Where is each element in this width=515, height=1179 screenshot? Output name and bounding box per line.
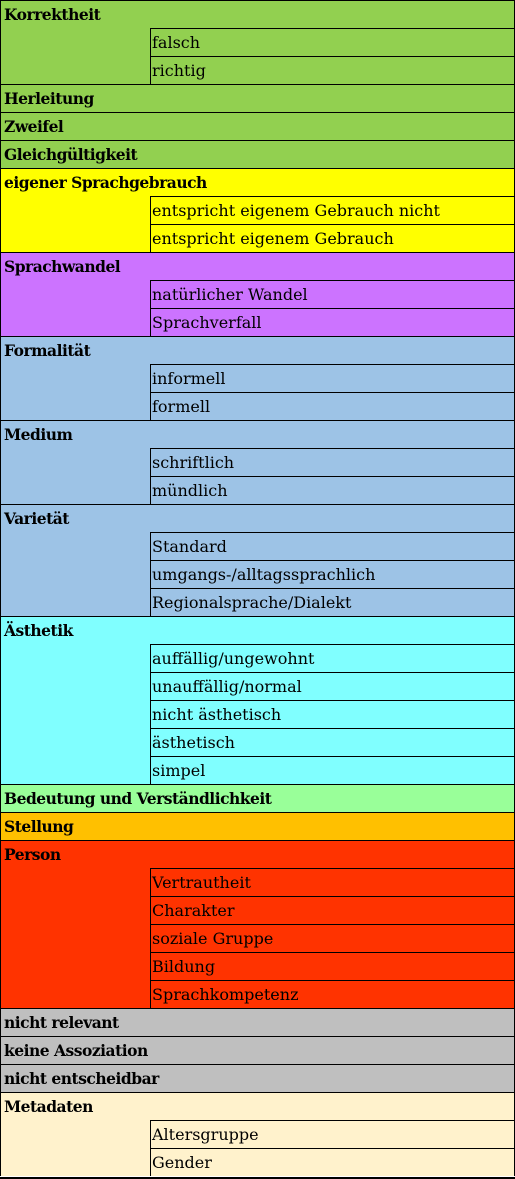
subcategory-row: Charakter [150,896,515,924]
subcategory-row: Vertrautheit [150,868,515,896]
subcategory-row: Sprachkompetenz [150,980,515,1008]
subcategory-row: Standard [150,532,515,560]
category-spacer-cell [0,280,150,336]
subcategory-row: richtig [150,56,515,84]
category-row: Korrektheit [0,0,515,28]
category-spacer-cell [0,448,150,504]
subcategory-row: unauffällig/normal [150,672,515,700]
category-row: Herleitung [0,84,515,112]
subcategory-row: entspricht eigenem Gebrauch [150,224,515,252]
subcategory-row: umgangs-/alltagssprachlich [150,560,515,588]
table-bottom-border [0,1177,515,1179]
category-row: Stellung [0,812,515,840]
subcategory-row: entspricht eigenem Gebrauch nicht [150,196,515,224]
category-row: Metadaten [0,1092,515,1120]
subcategory-row: natürlicher Wandel [150,280,515,308]
category-row: eigener Sprachgebrauch [0,168,515,196]
category-spacer-cell [0,868,150,1008]
category-row: keine Assoziation [0,1036,515,1064]
category-row: Bedeutung und Verständlichkeit [0,784,515,812]
category-row: Sprachwandel [0,252,515,280]
subcategory-row: Bildung [150,952,515,980]
subcategory-row: mündlich [150,476,515,504]
subcategory-row: nicht ästhetisch [150,700,515,728]
category-spacer-cell [0,196,150,252]
subcategory-row: formell [150,392,515,420]
category-row: nicht entscheidbar [0,1064,515,1092]
subcategory-row: informell [150,364,515,392]
category-spacer-cell [0,644,150,784]
subcategory-row: soziale Gruppe [150,924,515,952]
subcategory-row: Altersgruppe [150,1120,515,1148]
subcategory-row: auffällig/ungewohnt [150,644,515,672]
subcategory-row: schriftlich [150,448,515,476]
category-spacer-cell [0,1120,150,1176]
category-row: nicht relevant [0,1008,515,1036]
category-spacer-cell [0,28,150,84]
subcategory-row: simpel [150,756,515,784]
category-spacer-cell [0,532,150,616]
category-row: Ästhetik [0,616,515,644]
category-row: Zweifel [0,112,515,140]
subcategory-row: Sprachverfall [150,308,515,336]
category-row: Formalität [0,336,515,364]
category-row: Person [0,840,515,868]
subcategory-row: falsch [150,28,515,56]
category-row: Medium [0,420,515,448]
category-row: Gleichgültigkeit [0,140,515,168]
subcategory-row: ästhetisch [150,728,515,756]
subcategory-row: Gender [150,1148,515,1176]
subcategory-row: Regionalsprache/Dialekt [150,588,515,616]
category-row: Varietät [0,504,515,532]
category-spacer-cell [0,364,150,420]
